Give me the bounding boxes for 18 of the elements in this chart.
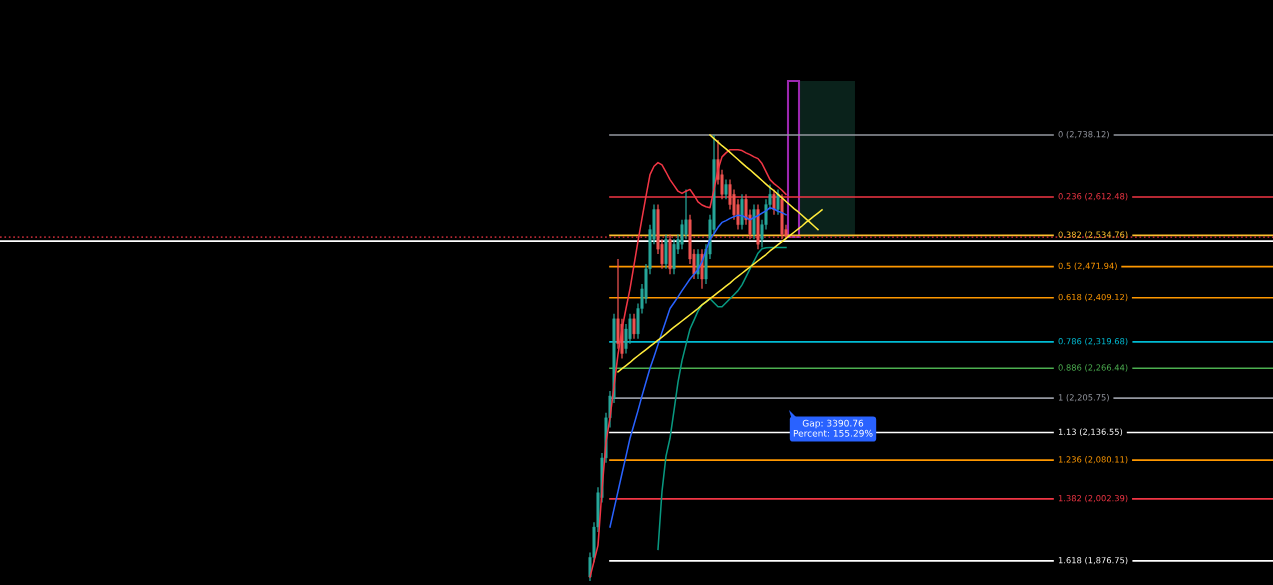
text: 0.618 (2,409.12) xyxy=(1058,293,1128,302)
candlestick xyxy=(724,178,728,200)
candlestick xyxy=(776,188,780,216)
annotation: Gap: 3390.76 Percent: 155.29% xyxy=(793,419,873,437)
candlestick xyxy=(696,248,700,280)
text: 0.5 (2,471.94) xyxy=(1058,262,1117,270)
text: 0.886 (2,266.44) xyxy=(1058,364,1128,372)
candlestick xyxy=(632,313,636,340)
text: 0 (2,738.12) xyxy=(1058,130,1109,139)
text: 1.382 (2,002.39) xyxy=(1058,494,1128,503)
text: 1.618 (1,876.75) xyxy=(1058,556,1128,565)
text: 0.382 (2,534.76) xyxy=(1058,231,1128,239)
text: 0.236 (2,612.48) xyxy=(1058,192,1128,201)
text: 0.786 (2,319.68) xyxy=(1058,337,1128,346)
text: 1.13 (2,136.55) xyxy=(1058,428,1123,436)
candlestick xyxy=(772,188,776,216)
text: 1 (2,205.75) xyxy=(1058,394,1109,402)
text: 1.236 (2,080.11) xyxy=(1058,456,1128,464)
